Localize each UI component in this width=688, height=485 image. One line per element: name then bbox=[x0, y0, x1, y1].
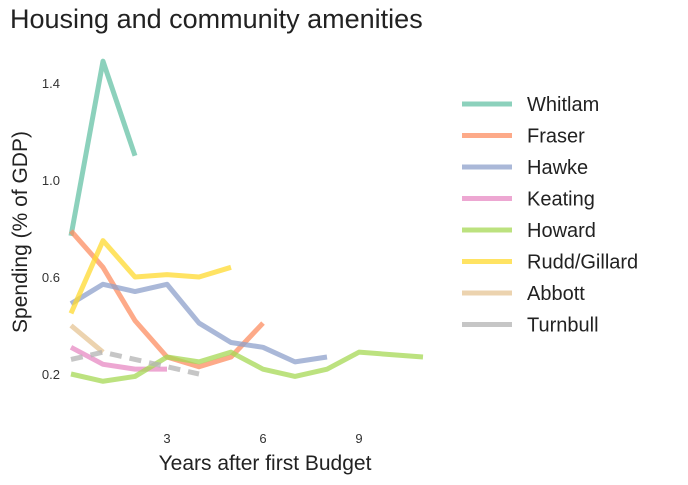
legend-label: Rudd/Gillard bbox=[527, 252, 638, 274]
series-line-turnbull bbox=[70, 349, 200, 377]
legend-label: Abbott bbox=[527, 283, 585, 305]
legend-label: Hawke bbox=[527, 157, 588, 179]
series-line-rudd-gillard bbox=[68, 238, 232, 315]
x-axis-label: Years after first Budget bbox=[159, 452, 372, 475]
x-tick-label: 3 bbox=[163, 431, 170, 446]
chart-title: Housing and community amenities bbox=[10, 4, 423, 34]
x-tick-label: 9 bbox=[355, 431, 362, 446]
series-line-hawke bbox=[69, 281, 328, 365]
series-line-whitlam bbox=[68, 58, 138, 237]
series-line-howard bbox=[70, 349, 424, 384]
legend-label: Turnbull bbox=[527, 315, 599, 337]
legend-label: Keating bbox=[527, 189, 595, 211]
y-tick-label: 1.0 bbox=[42, 173, 60, 188]
series-line-abbott bbox=[69, 323, 105, 355]
legend-label: Fraser bbox=[527, 126, 585, 148]
y-tick-label: 0.2 bbox=[42, 367, 60, 382]
y-tick-label: 1.4 bbox=[42, 76, 60, 91]
legend-label: Whitlam bbox=[527, 94, 599, 116]
legend-label: Howard bbox=[527, 220, 596, 242]
y-tick-label: 0.6 bbox=[42, 270, 60, 285]
x-tick-label: 6 bbox=[259, 431, 266, 446]
y-axis-label: Spending (% of GDP) bbox=[9, 131, 32, 333]
